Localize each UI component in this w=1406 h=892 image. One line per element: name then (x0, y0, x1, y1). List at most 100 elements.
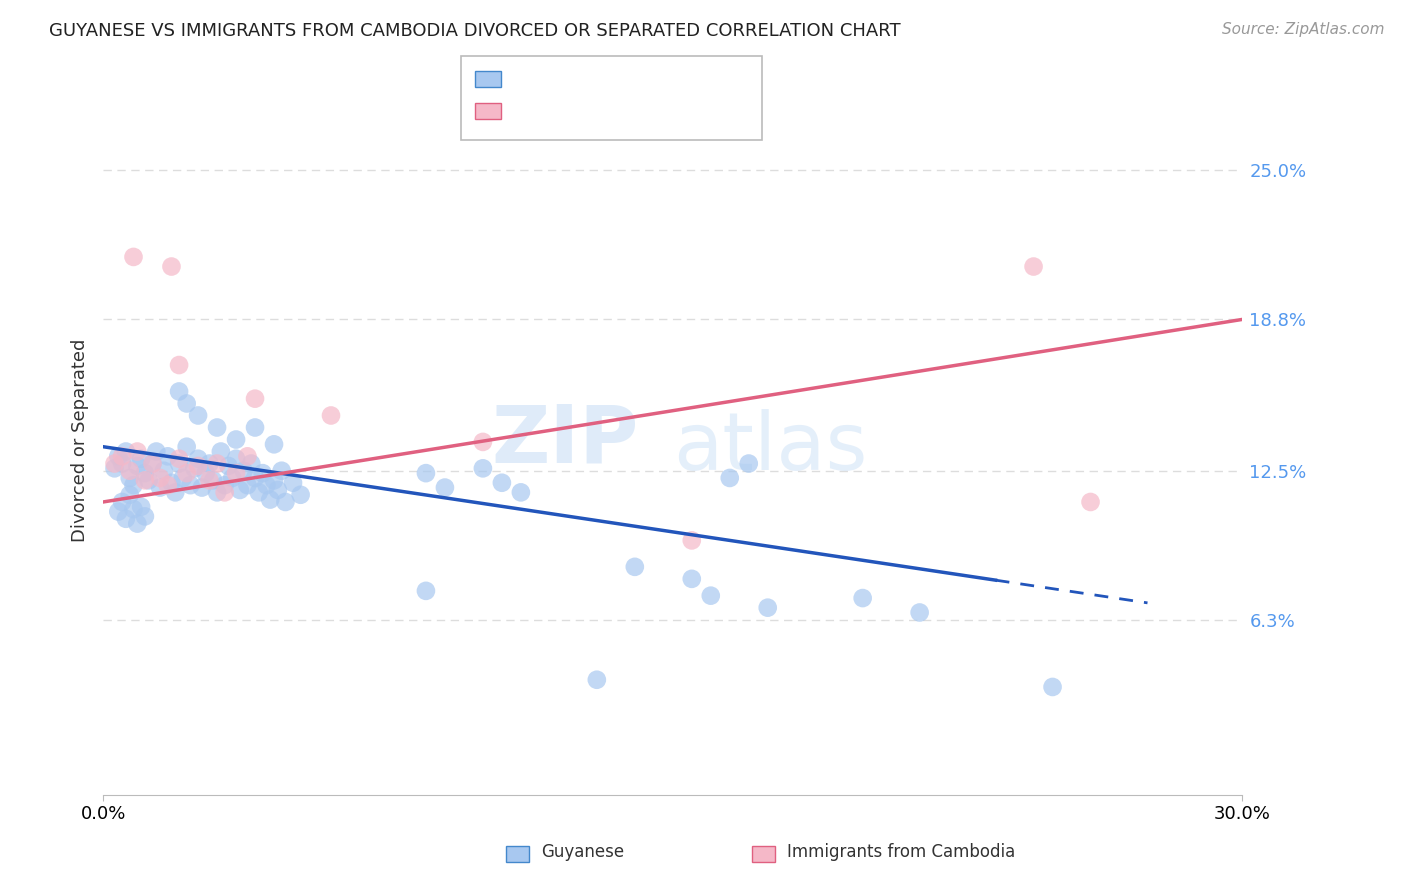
Point (700, 589, 723, 603)
Text: 25: 25 (647, 107, 669, 125)
Point (1022, 260, 1045, 274)
Point (165, 485, 187, 500)
Point (111, 495, 134, 509)
Text: 79: 79 (647, 76, 671, 94)
Text: ZIP: ZIP (491, 401, 638, 480)
Point (149, 471, 172, 485)
Text: Source: ZipAtlas.com: Source: ZipAtlas.com (1222, 22, 1385, 37)
Point (167, 451, 190, 466)
Point (176, 396, 198, 410)
Point (134, 509, 156, 524)
Point (179, 478, 201, 492)
Point (156, 450, 179, 464)
Point (243, 471, 266, 485)
Point (198, 457, 221, 471)
Point (509, 485, 531, 500)
Point (225, 451, 247, 466)
Point (107, 450, 129, 464)
Point (141, 457, 163, 471)
Point (263, 474, 285, 488)
Point (129, 500, 152, 514)
Point (202, 474, 225, 488)
Point (718, 471, 741, 485)
Point (236, 478, 259, 492)
Point (433, 481, 456, 495)
Point (624, 559, 647, 574)
Point (145, 444, 167, 458)
Text: N =: N = (612, 76, 648, 94)
Point (187, 409, 209, 423)
Point (107, 505, 129, 519)
Point (471, 461, 494, 475)
Point (187, 451, 209, 466)
Point (205, 485, 228, 500)
Point (738, 457, 761, 471)
Point (252, 466, 274, 480)
Point (115, 444, 138, 458)
Text: atlas: atlas (673, 409, 868, 487)
Point (194, 466, 217, 480)
Point (229, 483, 252, 497)
Point (247, 485, 270, 500)
Text: R =: R = (510, 76, 547, 94)
Point (243, 420, 266, 434)
Point (103, 461, 125, 475)
Point (153, 464, 176, 478)
Point (172, 471, 194, 485)
Point (122, 250, 145, 264)
Point (191, 481, 214, 495)
Point (259, 492, 281, 507)
Point (115, 512, 138, 526)
Point (491, 475, 513, 490)
Point (681, 533, 703, 548)
Text: Guyanese: Guyanese (541, 843, 624, 861)
Point (138, 474, 160, 488)
Point (415, 466, 437, 480)
Point (122, 502, 145, 516)
Point (267, 483, 290, 497)
Point (415, 583, 437, 598)
Text: Immigrants from Cambodia: Immigrants from Cambodia (787, 843, 1015, 861)
Point (160, 260, 183, 274)
Point (205, 457, 228, 471)
Point (471, 434, 494, 449)
Point (160, 475, 183, 490)
Point (1080, 495, 1102, 509)
Text: 0.320: 0.320 (546, 107, 598, 125)
Point (149, 481, 172, 495)
Point (214, 485, 236, 500)
Point (187, 458, 209, 473)
Point (319, 409, 342, 423)
Point (243, 392, 266, 406)
Point (198, 474, 221, 488)
Point (852, 591, 875, 605)
Point (681, 572, 703, 586)
Point (263, 437, 285, 451)
Point (118, 471, 141, 485)
Point (217, 458, 239, 473)
Point (236, 450, 259, 464)
Point (225, 433, 247, 447)
Point (908, 606, 931, 620)
Point (118, 488, 141, 502)
Point (205, 420, 228, 434)
Point (111, 450, 134, 464)
Point (270, 464, 292, 478)
Text: N =: N = (612, 107, 648, 125)
Point (240, 457, 263, 471)
Point (1042, 680, 1064, 694)
Point (221, 471, 243, 485)
Point (254, 478, 277, 492)
Text: R =: R = (510, 107, 547, 125)
Text: GUYANESE VS IMMIGRANTS FROM CAMBODIA DIVORCED OR SEPARATED CORRELATION CHART: GUYANESE VS IMMIGRANTS FROM CAMBODIA DIV… (49, 22, 901, 40)
Point (127, 458, 149, 473)
Point (585, 673, 607, 687)
Point (103, 457, 125, 471)
Point (176, 440, 198, 454)
Point (134, 474, 156, 488)
Point (156, 478, 179, 492)
Point (122, 478, 145, 492)
Point (225, 466, 247, 480)
Point (281, 475, 304, 490)
Point (167, 384, 190, 399)
